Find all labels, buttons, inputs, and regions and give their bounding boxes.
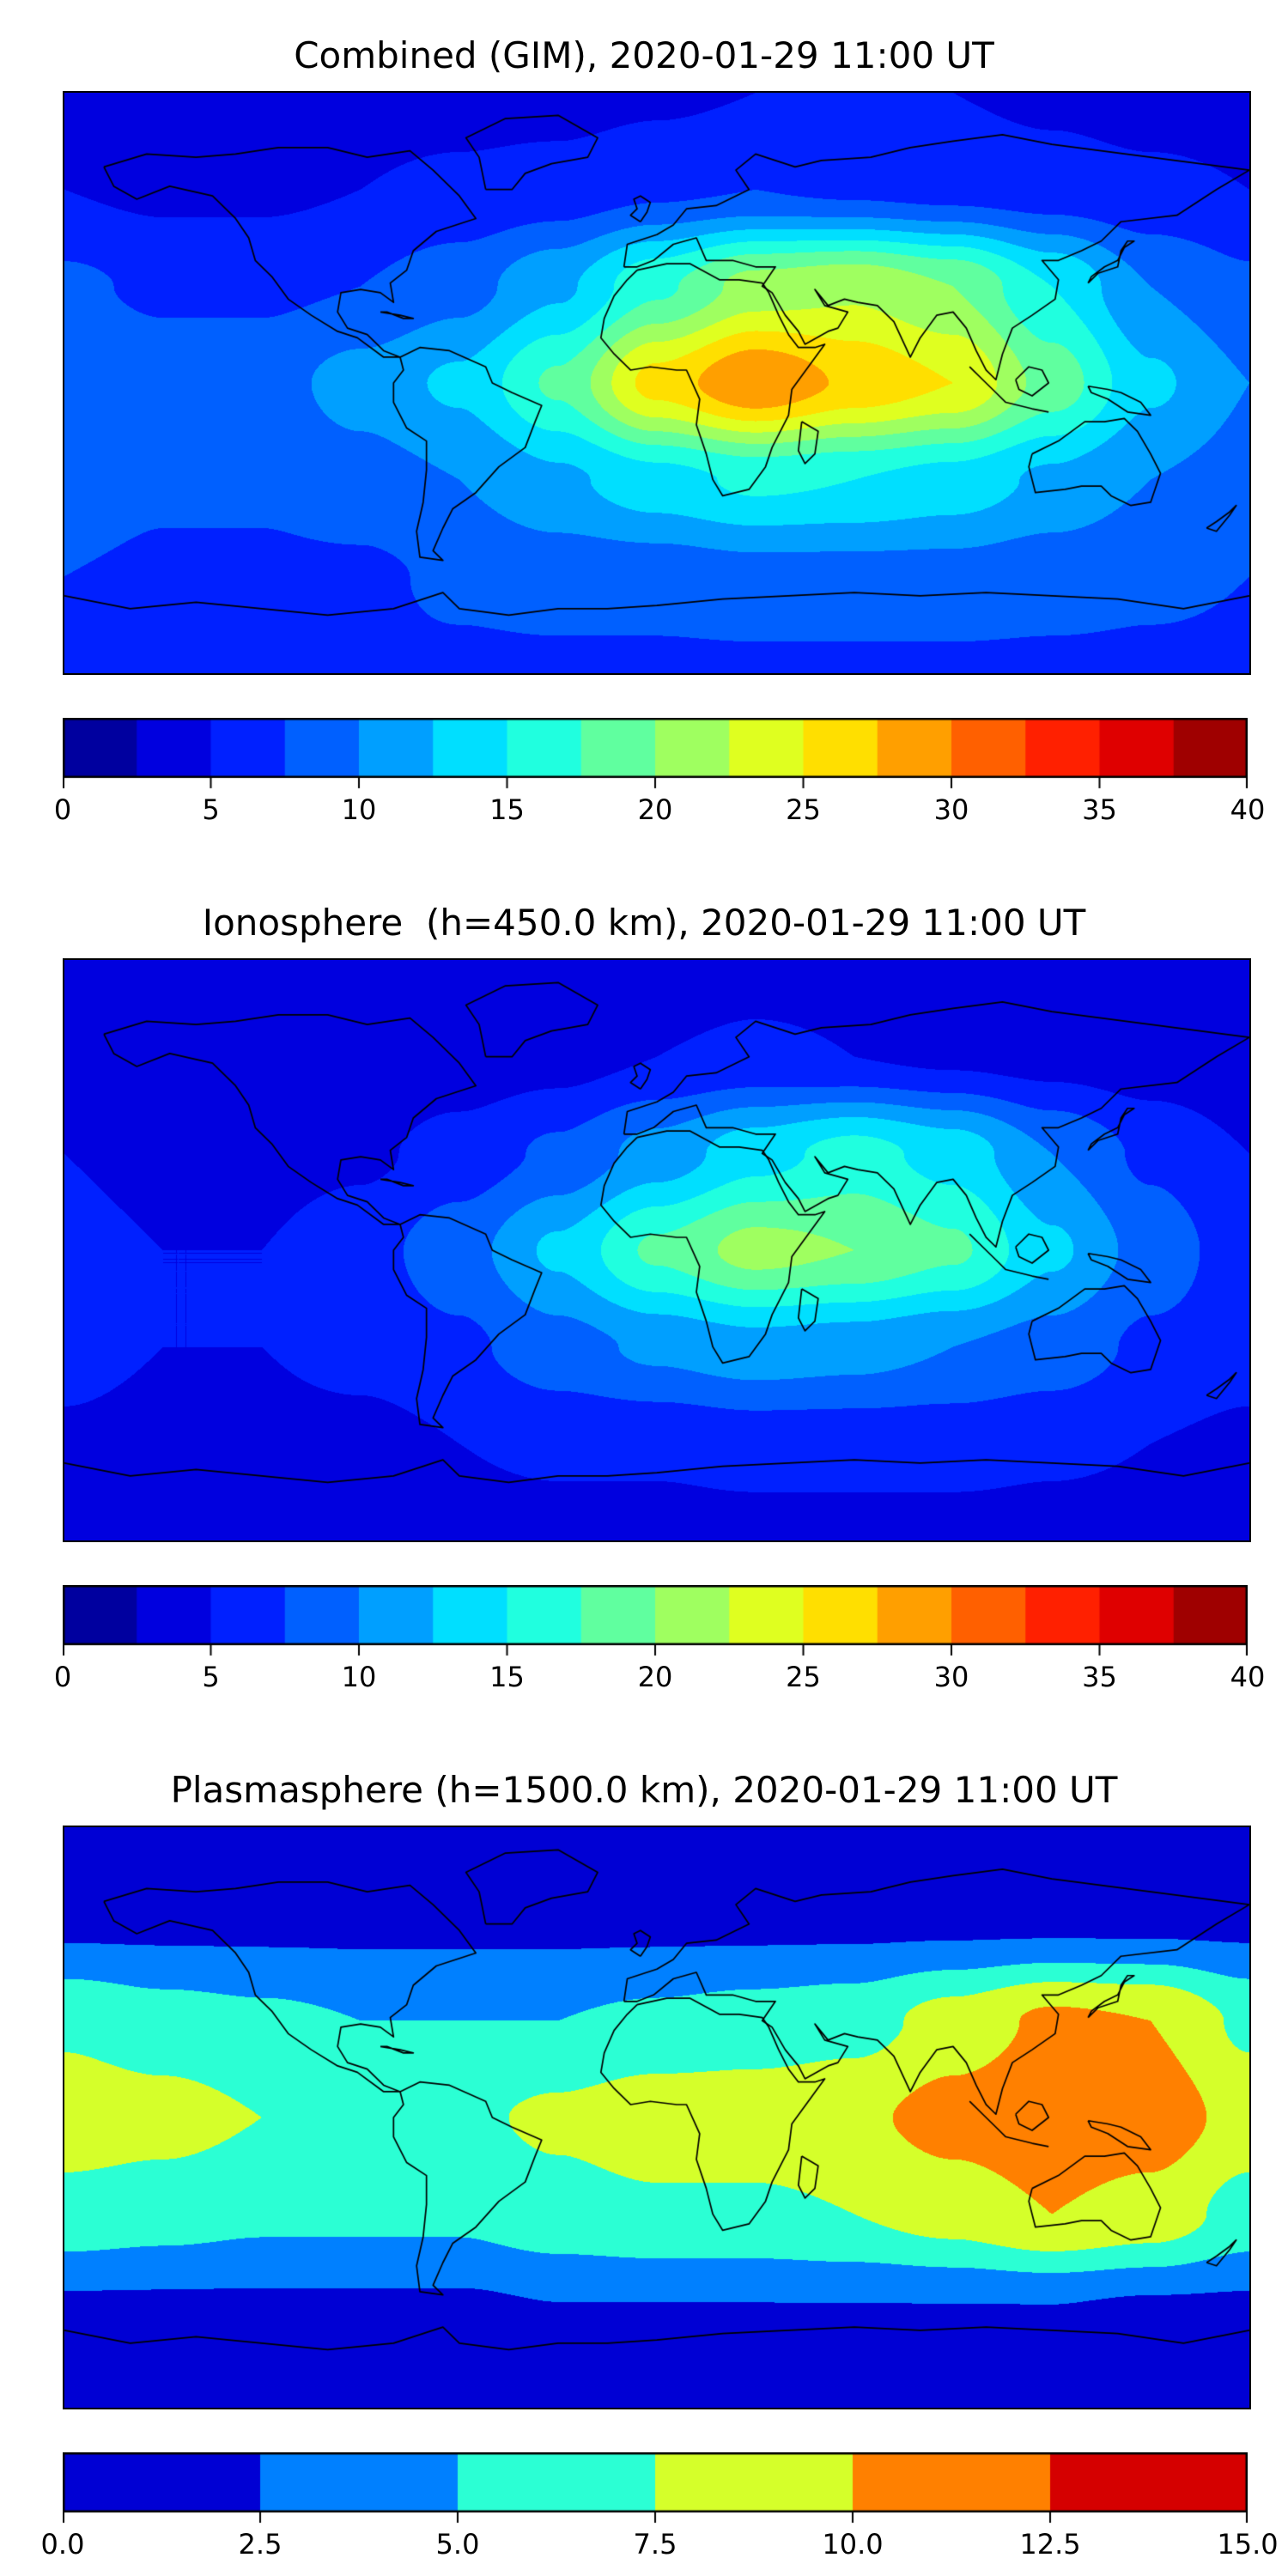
tick-label: 20 bbox=[637, 793, 673, 826]
tick-label: 12.5 bbox=[1019, 2528, 1081, 2561]
tick-label: 30 bbox=[933, 793, 969, 826]
tick-label: 15.0 bbox=[1217, 2528, 1279, 2561]
tick-label: 35 bbox=[1082, 793, 1117, 826]
map-canvas-plasmasphere bbox=[64, 1827, 1249, 2408]
tick-label: 7.5 bbox=[633, 2528, 677, 2561]
panel-title-plasmasphere: Plasmasphere (h=1500.0 km), 2020-01-29 1… bbox=[170, 1769, 1118, 1811]
panel-plasmasphere: Plasmasphere (h=1500.0 km), 2020-01-29 1… bbox=[0, 1695, 1288, 2562]
colorbar-canvas-combined bbox=[63, 718, 1248, 790]
colorbar-ionosphere: 0 5 10 15 20 25 30 35 40 bbox=[54, 1585, 1266, 1695]
tick-label: 40 bbox=[1230, 1661, 1266, 1693]
colorbar-ticks-combined: 0 5 10 15 20 25 30 35 40 bbox=[54, 790, 1266, 828]
tick-label: 25 bbox=[786, 793, 821, 826]
tick-label: 0 bbox=[53, 1661, 72, 1693]
tick-label: 40 bbox=[1230, 793, 1266, 826]
colorbar-ticks-plasmasphere: 0.0 2.5 5.0 7.5 10.0 12.5 15.0 bbox=[41, 2524, 1279, 2562]
tick-label: 35 bbox=[1082, 1661, 1117, 1693]
map-plasmasphere bbox=[63, 1826, 1251, 2409]
colorbar-ticks-ionosphere: 0 5 10 15 20 25 30 35 40 bbox=[54, 1657, 1266, 1695]
tick-label: 20 bbox=[637, 1661, 673, 1693]
panel-ionosphere: Ionosphere (h=450.0 km), 2020-01-29 11:0… bbox=[0, 828, 1288, 1695]
panel-combined-gim: Combined (GIM), 2020-01-29 11:00 UT 0 5 … bbox=[0, 0, 1288, 828]
panel-title-ionosphere: Ionosphere (h=450.0 km), 2020-01-29 11:0… bbox=[202, 902, 1086, 944]
tick-label: 30 bbox=[933, 1661, 969, 1693]
tick-label: 0.0 bbox=[40, 2528, 85, 2561]
map-ionosphere bbox=[63, 958, 1251, 1542]
tick-label: 25 bbox=[786, 1661, 821, 1693]
tick-label: 2.5 bbox=[238, 2528, 283, 2561]
tick-label: 15 bbox=[489, 793, 525, 826]
tick-label: 10 bbox=[341, 793, 377, 826]
colorbar-plasmasphere: 0.0 2.5 5.0 7.5 10.0 12.5 15.0 bbox=[41, 2452, 1279, 2562]
tick-label: 15 bbox=[489, 1661, 525, 1693]
map-canvas-ionosphere bbox=[64, 960, 1249, 1540]
colorbar-canvas-plasmasphere bbox=[63, 2452, 1248, 2524]
tick-label: 10 bbox=[341, 1661, 377, 1693]
map-canvas-combined bbox=[64, 93, 1249, 673]
tick-label: 5 bbox=[202, 793, 220, 826]
tick-label: 5 bbox=[202, 1661, 220, 1693]
map-combined bbox=[63, 91, 1251, 675]
panel-title-combined: Combined (GIM), 2020-01-29 11:00 UT bbox=[294, 34, 994, 76]
tick-label: 0 bbox=[53, 793, 72, 826]
colorbar-canvas-ionosphere bbox=[63, 1585, 1248, 1657]
tick-label: 5.0 bbox=[435, 2528, 480, 2561]
tick-label: 10.0 bbox=[822, 2528, 884, 2561]
colorbar-combined: 0 5 10 15 20 25 30 35 40 bbox=[54, 718, 1266, 828]
